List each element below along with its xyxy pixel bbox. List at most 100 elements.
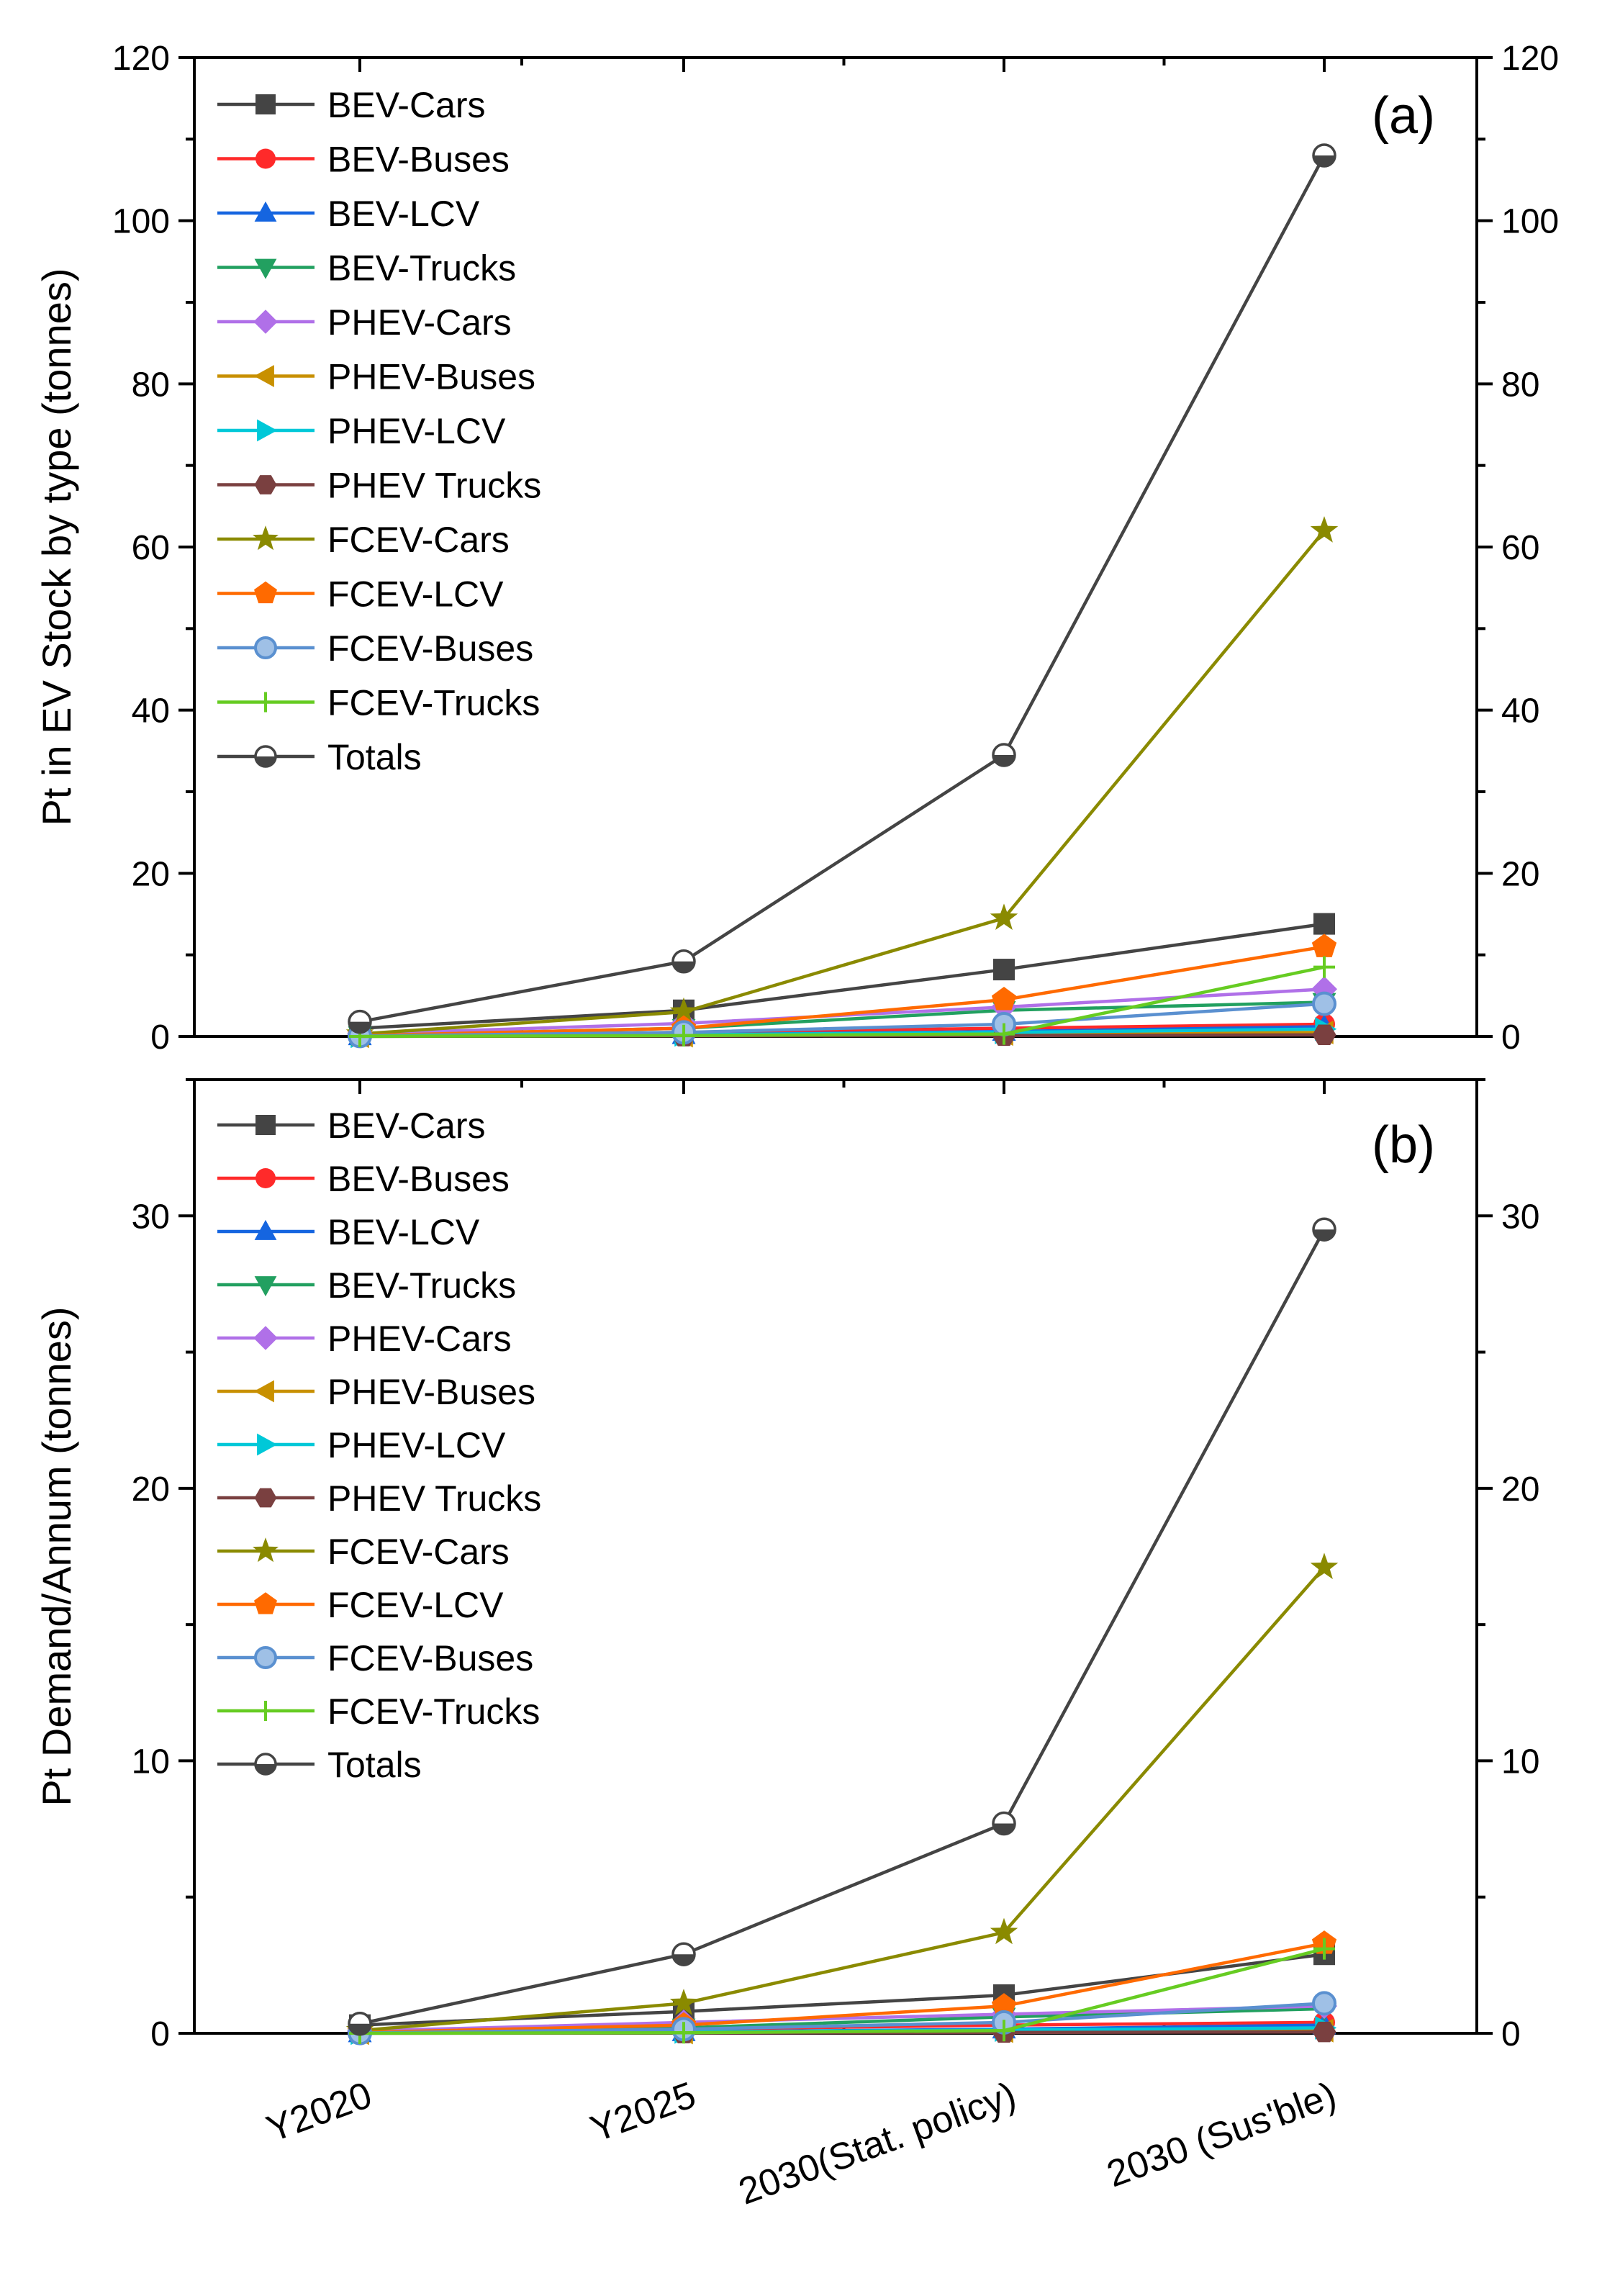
series-group-a [345,143,1339,1049]
legend-marker-fcev-trucks [255,1701,276,1721]
legend-label-bev-buses: BEV-Buses [327,1159,510,1199]
point-fcev-trucks [993,2020,1015,2042]
point-totals-fill [993,1823,1015,1835]
legend-label-bev-lcv: BEV-LCV [327,1212,480,1252]
point-totals [1312,143,1336,168]
point-fcev-lcv [991,1993,1017,2017]
series-line-bev-cars [359,922,1325,1030]
point-fcev-lcv [1311,934,1337,957]
point-totals [992,1811,1016,1836]
legend-label-bev-trucks: BEV-Trucks [327,248,516,289]
series-line-totals [359,1229,1326,2025]
series-line-totals [359,154,1326,1023]
point-totals [671,949,696,974]
y-tick-label-left-b: 30 [132,1198,170,1236]
series-line-fcev-lcv [359,1941,1325,2035]
legend-marker-totals [254,1753,277,1776]
legend-marker-phev-lcv [257,419,278,442]
series-line-fcev-buses [359,2002,1325,2035]
series-line-fcev-trucks [359,1947,1325,2035]
point-fcev-trucks [1313,1938,1335,1960]
legend-label-fcev-lcv: FCEV-LCV [327,574,504,615]
point-totals [348,2012,372,2036]
panel-label-b: (b) [1372,1116,1435,1174]
point-totals [1312,1217,1336,1242]
legend-marker-phev-trucks [254,475,277,494]
legend-label-phev-cars: PHEV-Cars [327,302,512,343]
point-fcev-cars [990,1917,1018,1945]
legend-marker-bev-cars [255,94,276,114]
point-fcev-cars [669,997,698,1024]
point-totals-fill [673,1954,695,1966]
point-totals-fill [349,1021,371,1033]
legend-marker-bev-lcv [254,1219,277,1240]
legend-label-fcev-buses: FCEV-Buses [327,628,533,669]
legend-marker-fcev-cars [253,525,279,551]
series-line-fcev-lcv [359,945,1325,1038]
legend-marker-phev-cars [253,309,278,334]
y-tick-label-right-a: 120 [1501,40,1559,78]
point-totals-fill [673,961,695,972]
legend-marker-phev-trucks [254,1488,277,1508]
legend-marker-totals-fill [255,756,276,767]
y-tick-label-left-b: 20 [132,1470,170,1509]
y-tick-label-left-a: 120 [112,40,170,78]
legend-label-fcev-buses: FCEV-Buses [327,1638,533,1678]
legend-label-fcev-trucks: FCEV-Trucks [327,683,540,723]
series-line-phev-cars [359,2004,1325,2033]
legend-label-bev-lcv: BEV-LCV [327,194,480,234]
point-totals [671,1942,696,1966]
point-totals-fill [349,2023,371,2035]
y-tick-label-left-b: 0 [150,2015,170,2053]
y-tick-label-right-b: 10 [1501,1743,1539,1781]
point-totals-fill [1313,1229,1335,1241]
point-totals [348,1009,372,1034]
legend-label-phev-trucks: PHEV Trucks [327,466,541,506]
point-fcev-cars [669,1989,698,2015]
y-tick-label-left-a: 60 [132,529,170,567]
legend-label-fcev-lcv: FCEV-LCV [327,1585,504,1625]
legend-label-totals: Totals [327,737,422,777]
y-tick-label-left-a: 0 [150,1018,170,1057]
legend-label-phev-buses: PHEV-Buses [327,1372,535,1412]
y-tick-label-right-a: 100 [1501,203,1559,241]
point-phev-trucks [1312,1024,1336,1046]
point-totals-fill [1313,155,1335,166]
legend-label-fcev-trucks: FCEV-Trucks [327,1691,540,1732]
series-line-fcev-cars [359,529,1326,1036]
point-bev-cars [1313,913,1335,935]
point-fcev-trucks [1313,956,1335,978]
category-axis-labels: Y2020 Y2025 2030(Stat. policy) 2030 (Sus'bl… [261,2074,1342,2213]
y-tick-label-left-a: 100 [112,203,170,241]
panel-label-a: (a) [1372,87,1435,145]
point-fcev-trucks [673,1024,695,1047]
legend-marker-bev-trucks [254,258,277,279]
legend-marker-bev-buses [255,148,276,169]
legend-label-phev-lcv: PHEV-LCV [327,411,506,451]
legend-label-totals: Totals [327,1745,422,1785]
legend-marker-phev-lcv [257,1433,278,1456]
legend-marker-phev-buses [253,365,274,387]
legend-label-phev-cars: PHEV-Cars [327,1319,512,1359]
series-line-fcev-buses [359,1002,1325,1038]
legend-marker-fcev-lcv [254,1592,277,1614]
legend-marker-totals-fill [255,1764,276,1774]
point-totals [992,743,1016,767]
legend-label-phev-buses: PHEV-Buses [327,357,535,397]
y-axis-title-b: Pt Demand/Annum (tonnes) [34,1306,79,1806]
y-tick-label-left-a: 40 [132,692,170,731]
y-tick-label-right-a: 0 [1501,1018,1521,1057]
point-phev-trucks [1312,2021,1336,2043]
series-line-fcev-cars [359,1566,1326,2033]
legend-marker-totals [254,745,277,768]
point-bev-cars [993,959,1015,981]
category-label-y2020: Y2020 [261,2074,377,2151]
category-label-2030-sus-ble: 2030 (Sus'ble) [1102,2074,1342,2196]
y-tick-label-right-b: 30 [1501,1198,1539,1236]
category-label-y2025: Y2025 [585,2074,701,2151]
y-tick-label-right-b: 20 [1501,1470,1539,1509]
legend-label-bev-cars: BEV-Cars [327,1106,486,1146]
legend-marker-fcev-trucks [255,692,276,713]
point-fcev-lcv [991,987,1017,1011]
